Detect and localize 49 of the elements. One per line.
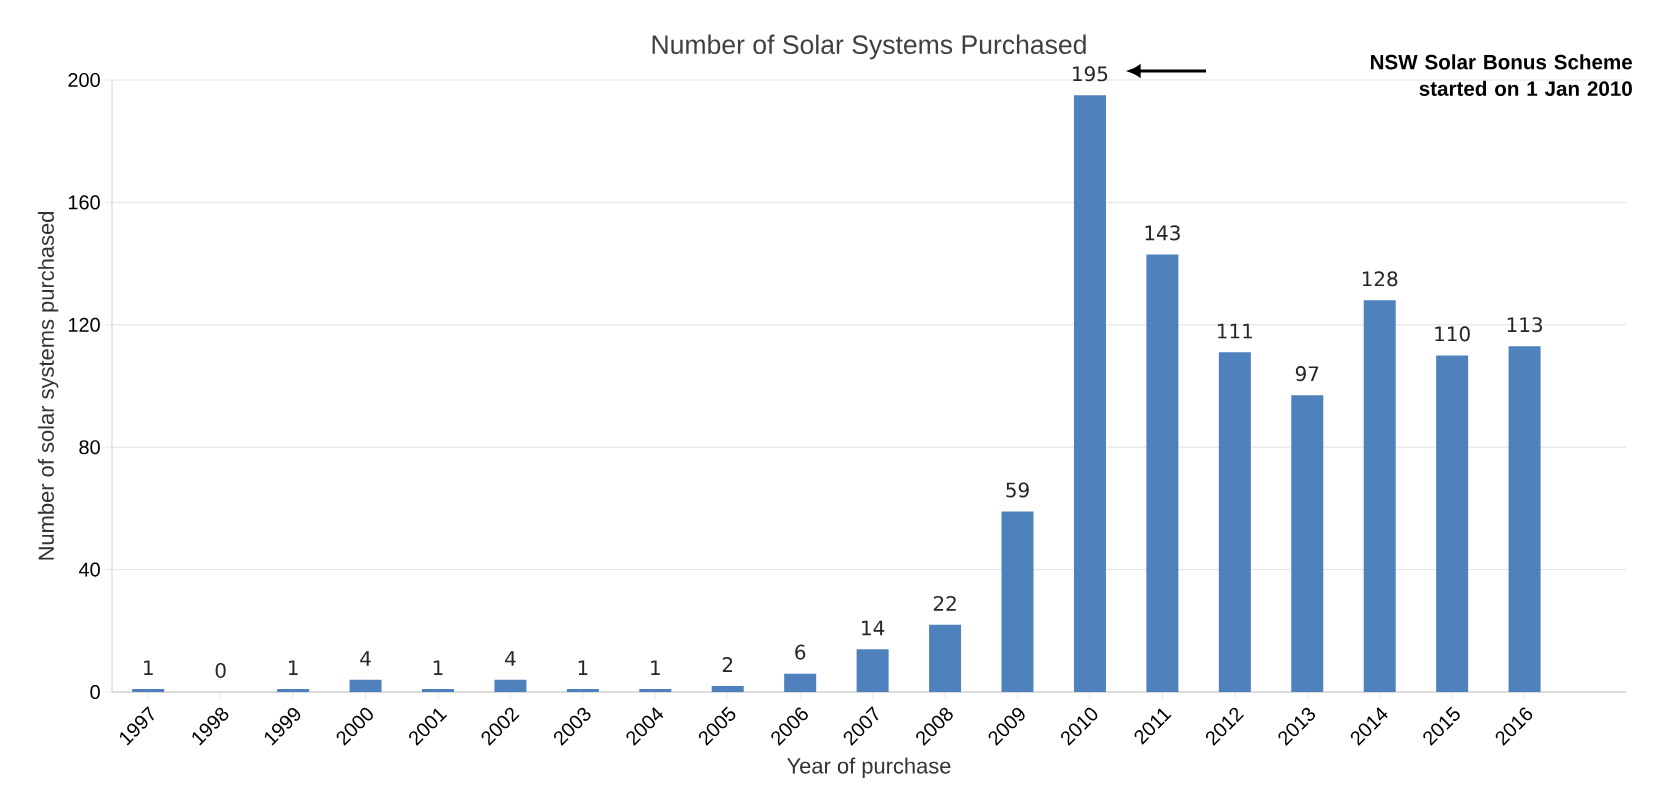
bar xyxy=(1436,355,1469,692)
data-label: 111 xyxy=(1218,323,1252,339)
y-tick-label: 120 xyxy=(68,317,100,332)
bar xyxy=(132,688,165,692)
bar xyxy=(929,624,962,692)
data-label: 1 xyxy=(578,660,588,675)
data-label: 1 xyxy=(288,660,298,675)
data-label: 4 xyxy=(505,651,516,666)
data-label: 113 xyxy=(1507,317,1542,333)
bar xyxy=(1146,254,1179,692)
y-axis-title: Number of solar systems purchased xyxy=(37,212,59,560)
bar xyxy=(277,688,310,692)
bar xyxy=(711,685,744,692)
chart-title: Number of Solar Systems Purchased xyxy=(652,34,1086,60)
annotation: NSW Solar Bonus Scheme started on 1 Jan 2010 xyxy=(1370,54,1633,96)
bar xyxy=(1291,395,1324,692)
bar xyxy=(856,649,889,692)
data-label: 6 xyxy=(795,644,806,660)
bar xyxy=(566,688,599,692)
bar xyxy=(1073,95,1106,692)
y-tick-label: 160 xyxy=(68,195,100,210)
data-label: 1 xyxy=(651,660,660,675)
data-label: 59 xyxy=(1006,482,1029,498)
data-label: 4 xyxy=(360,651,371,666)
bar xyxy=(1001,511,1034,692)
data-label: 1 xyxy=(144,660,153,675)
data-label: 2 xyxy=(722,657,733,672)
data-label: 143 xyxy=(1145,225,1180,241)
data-label: 1 xyxy=(433,660,443,675)
data-label: 22 xyxy=(933,595,956,611)
y-tick-label: 80 xyxy=(79,440,100,455)
x-axis-title: Year of purchase xyxy=(787,757,951,778)
y-tick-label: 0 xyxy=(90,684,100,700)
y-tick-label: 200 xyxy=(68,72,100,88)
data-label: 110 xyxy=(1435,326,1470,342)
y-tick-label: 40 xyxy=(78,562,100,577)
data-label: 128 xyxy=(1362,271,1398,287)
data-label: 14 xyxy=(862,620,885,636)
data-label: 0 xyxy=(215,662,226,679)
bar xyxy=(421,688,454,692)
bar xyxy=(349,679,382,692)
bar xyxy=(639,688,672,692)
bar xyxy=(1508,346,1541,692)
bar xyxy=(494,679,527,692)
data-label: 195 xyxy=(1073,66,1108,82)
data-label: 97 xyxy=(1295,366,1319,382)
bar xyxy=(1363,300,1396,692)
bar xyxy=(784,673,817,692)
bar xyxy=(1218,352,1251,692)
